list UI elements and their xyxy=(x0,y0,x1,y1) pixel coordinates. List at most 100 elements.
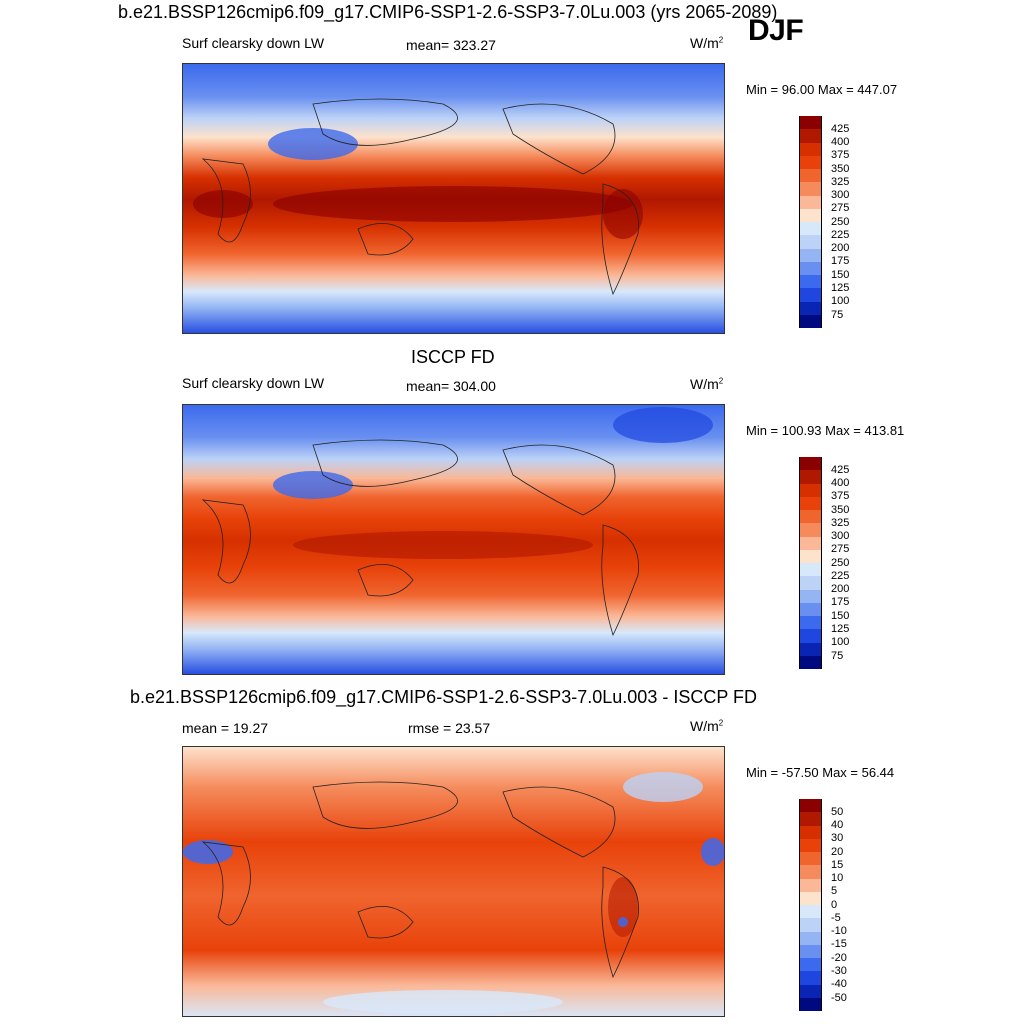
colorbar-label: 200 xyxy=(831,583,850,595)
colorbar-label: 325 xyxy=(831,176,850,188)
colorbar-swatch xyxy=(799,642,822,656)
colorbar-swatch xyxy=(799,655,822,669)
colorbar-swatch xyxy=(799,984,822,998)
colorbar-swatch xyxy=(799,169,822,183)
colorbar-label: 275 xyxy=(831,543,850,555)
colorbar-swatch xyxy=(799,576,822,590)
panel1-field-label: Surf clearsky down LW xyxy=(182,35,325,51)
colorbar-label: 200 xyxy=(831,242,850,254)
colorbar-swatch xyxy=(799,288,822,302)
colorbar-swatch xyxy=(799,155,822,169)
colorbar-swatch xyxy=(799,182,822,196)
colorbar-swatch xyxy=(799,549,822,563)
colorbar-swatch xyxy=(799,510,822,524)
colorbar-swatch xyxy=(799,222,822,236)
panel2-units: W/m2 xyxy=(690,376,724,392)
colorbar-swatch xyxy=(799,457,822,471)
colorbar-label: -20 xyxy=(831,952,847,964)
colorbar-swatch xyxy=(799,536,822,550)
colorbar-swatch xyxy=(799,629,822,643)
colorbar-label: 150 xyxy=(831,269,850,281)
colorbar-label: -5 xyxy=(831,912,841,924)
colorbar-label: 300 xyxy=(831,189,850,201)
colorbar-label: 100 xyxy=(831,636,850,648)
panel1-minmax: Min = 96.00 Max = 447.07 xyxy=(746,82,898,97)
colorbar-swatch xyxy=(799,563,822,577)
colorbar-swatch xyxy=(799,799,822,813)
panel1-map xyxy=(182,63,725,334)
panel3-units: W/m2 xyxy=(690,718,724,734)
colorbar-label: 400 xyxy=(831,477,850,489)
colorbar-label: 30 xyxy=(831,832,844,844)
colorbar-swatch xyxy=(799,314,822,328)
colorbar-swatch xyxy=(799,523,822,537)
colorbar-swatch xyxy=(799,261,822,275)
colorbar-swatch xyxy=(799,825,822,839)
colorbar-swatch xyxy=(799,116,822,130)
colorbar-swatch xyxy=(799,997,822,1011)
colorbar-label: 75 xyxy=(831,309,844,321)
colorbar-swatch xyxy=(799,496,822,510)
colorbar-swatch xyxy=(799,129,822,143)
colorbar-swatch xyxy=(799,470,822,484)
colorbar-label: 125 xyxy=(831,623,850,635)
colorbar-label: 350 xyxy=(831,163,850,175)
colorbar-swatch xyxy=(799,838,822,852)
colorbar-swatch xyxy=(799,142,822,156)
colorbar-label: 125 xyxy=(831,282,850,294)
colorbar-swatch xyxy=(799,958,822,972)
colorbar-swatch xyxy=(799,208,822,222)
colorbar-label: 350 xyxy=(831,504,850,516)
colorbar-swatch xyxy=(799,483,822,497)
panel2-title: ISCCP FD xyxy=(411,347,495,367)
colorbar-label: 10 xyxy=(831,872,844,884)
colorbar-label: 250 xyxy=(831,557,850,569)
panel1-title: b.e21.BSSP126cmip6.f09_g17.CMIP6-SSP1-2.… xyxy=(118,2,778,22)
colorbar-label: 250 xyxy=(831,216,850,228)
colorbar-label: 50 xyxy=(831,806,844,818)
colorbar-swatch xyxy=(799,971,822,985)
colorbar-label: 425 xyxy=(831,464,850,476)
colorbar-label: 400 xyxy=(831,136,850,148)
colorbar-label: -30 xyxy=(831,965,847,977)
colorbar-label: 150 xyxy=(831,610,850,622)
colorbar-label: 375 xyxy=(831,490,850,502)
colorbar-label: 0 xyxy=(831,899,838,911)
panel3-mean: mean = 19.27 xyxy=(182,720,269,736)
colorbar-label: 15 xyxy=(831,859,844,871)
panel2-map xyxy=(182,404,725,675)
panel2-colorbar: 425 400 375 350 325 300 275 250 225 200 … xyxy=(799,457,859,669)
colorbar-label: 275 xyxy=(831,202,850,214)
colorbar-label: 40 xyxy=(831,819,844,831)
colorbar-swatch xyxy=(799,301,822,315)
colorbar-label: -50 xyxy=(831,992,847,1004)
colorbar-label: 225 xyxy=(831,229,850,241)
panel3-map xyxy=(182,746,725,1017)
colorbar-swatch xyxy=(799,195,822,209)
panel3-minmax: Min = -57.50 Max = 56.44 xyxy=(746,765,895,780)
colorbar-label: 325 xyxy=(831,517,850,529)
colorbar-label: 300 xyxy=(831,530,850,542)
colorbar-label: 225 xyxy=(831,570,850,582)
colorbar-label: -10 xyxy=(831,925,847,937)
colorbar-label: 75 xyxy=(831,650,844,662)
colorbar-swatch xyxy=(799,944,822,958)
colorbar-label: 20 xyxy=(831,846,844,858)
colorbar-label: 375 xyxy=(831,149,850,161)
colorbar-swatch xyxy=(799,878,822,892)
panel2-mean: mean= 304.00 xyxy=(406,378,496,394)
panel3-colorbar: 50 40 30 20 15 10 5 0 -5 -10 -15 -20 -30… xyxy=(799,799,859,1011)
colorbar-swatch xyxy=(799,602,822,616)
colorbar-label: 175 xyxy=(831,255,850,267)
colorbar-swatch xyxy=(799,616,822,630)
panel3-title: b.e21.BSSP126cmip6.f09_g17.CMIP6-SSP1-2.… xyxy=(130,687,758,707)
colorbar-swatch xyxy=(799,918,822,932)
panel2-minmax: Min = 100.93 Max = 413.81 xyxy=(746,423,905,438)
panel1-mean: mean= 323.27 xyxy=(406,37,496,53)
panel3-rmse: rmse = 23.57 xyxy=(408,720,491,736)
colorbar-label: 425 xyxy=(831,123,850,135)
colorbar-swatch xyxy=(799,235,822,249)
panel1-units: W/m2 xyxy=(690,35,724,51)
colorbar-swatch xyxy=(799,275,822,289)
colorbar-swatch xyxy=(799,812,822,826)
